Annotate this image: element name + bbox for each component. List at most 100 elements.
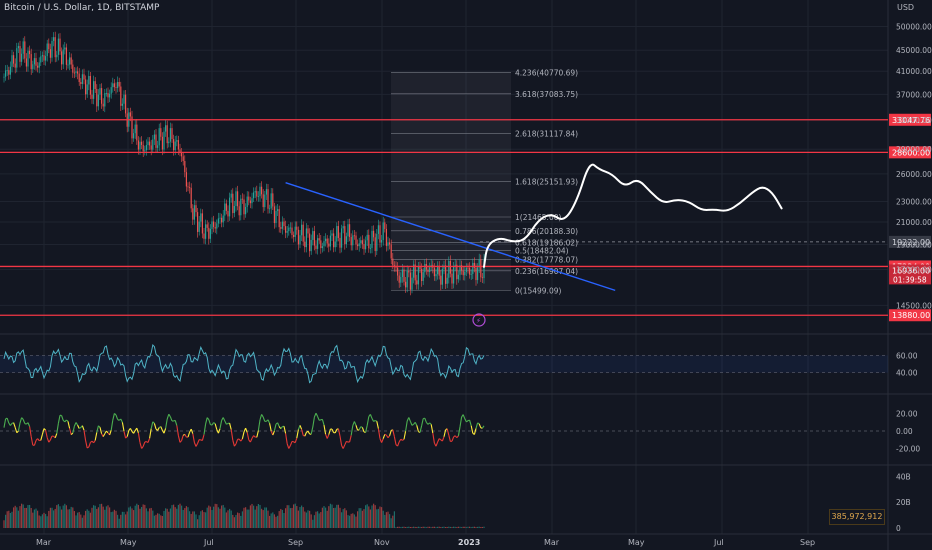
candle-body (89, 76, 91, 95)
oscillator-segment (296, 429, 299, 439)
candle-body (379, 225, 381, 243)
volume-bar (483, 526, 485, 528)
volume-bar (462, 526, 464, 528)
volume-bar (161, 515, 163, 528)
oscillator-segment (120, 418, 123, 423)
candle-body (270, 193, 272, 209)
candle-body (227, 210, 229, 217)
candle-body (437, 265, 439, 275)
candle-body (433, 267, 435, 277)
volume-bar (406, 526, 408, 528)
candle-body (152, 139, 154, 150)
oscillator-segment (125, 436, 128, 439)
candle-body (54, 37, 56, 58)
volume-bar (121, 511, 123, 528)
volume-bar (304, 511, 306, 528)
volume-bar (43, 512, 45, 528)
candle-body (365, 240, 367, 250)
candle-body (449, 260, 451, 274)
rsi-line (3, 344, 485, 384)
volume-bar (85, 510, 87, 528)
oscillator-segment (69, 428, 72, 435)
candle-body (393, 265, 395, 267)
volume-bar (230, 510, 232, 528)
candle-body (289, 227, 291, 229)
candle-body (83, 74, 85, 80)
oscillator-segment (174, 420, 178, 426)
candle-body (211, 221, 213, 229)
oscillator-segment (381, 438, 384, 443)
volume-bar (313, 515, 315, 528)
oscillator-segment (205, 417, 208, 425)
oscillator-segment (114, 413, 117, 416)
candle-body (349, 224, 351, 238)
oscillator-segment (195, 443, 199, 447)
candle-body (411, 277, 413, 290)
oscillator-segment (286, 443, 290, 449)
volume-bar (365, 505, 367, 528)
volume-bar (99, 504, 101, 528)
candle-body (438, 265, 440, 276)
oscillator-segment (273, 424, 277, 432)
candle-body (256, 191, 258, 197)
oscillator-segment (142, 441, 146, 447)
volume-bar (459, 526, 461, 528)
candle-body (352, 235, 354, 246)
candle-body (342, 226, 344, 229)
candle-body (51, 40, 53, 58)
candle-body (200, 213, 202, 222)
volume-bar (73, 511, 75, 528)
candle-body (176, 140, 178, 142)
volume-bar (405, 527, 407, 528)
oscillator-segment (21, 417, 24, 420)
volume-bar (273, 514, 275, 528)
candle-body (257, 196, 259, 198)
oscillator-segment (105, 430, 109, 434)
volume-bar (467, 526, 469, 528)
volume-bar (94, 505, 96, 528)
volume-bar (163, 510, 165, 528)
oscillator-segment (360, 426, 363, 428)
volume-bar (453, 526, 455, 528)
volume-bar (123, 511, 125, 528)
volume-bar (51, 507, 53, 528)
volume-bar (329, 503, 331, 528)
volume-bar (216, 504, 218, 528)
oscillator-segment (17, 422, 21, 432)
oscillator-segment (339, 435, 343, 446)
volume-bar (475, 527, 477, 528)
candle-body (254, 191, 256, 193)
oscillator-segment (54, 433, 58, 439)
oscillator-segment (301, 429, 304, 436)
candle-body (5, 70, 7, 77)
oscillator-segment (37, 438, 40, 441)
volume-bar (80, 514, 82, 528)
candle-body (403, 269, 405, 282)
price-axis-tick-label: 26000.00 (896, 170, 932, 179)
volume-bar (24, 507, 26, 528)
candle-body (145, 144, 147, 151)
volume-bar (265, 507, 267, 528)
volume-bar (451, 527, 453, 528)
oscillator-segment (350, 425, 354, 436)
oscillator-segment (153, 423, 157, 430)
volume-bar (115, 510, 117, 528)
candle-body (336, 226, 338, 242)
oscillator-segment (177, 435, 181, 443)
oscillator-segment (466, 420, 469, 423)
candle-body (86, 84, 88, 95)
volume-bar (414, 526, 416, 528)
volume-bar (416, 527, 418, 528)
candle-body (96, 88, 98, 107)
oscillator-segment (48, 439, 51, 443)
volume-bar (224, 507, 226, 528)
candle-body (85, 79, 87, 95)
oscillator-segment (86, 446, 90, 449)
volume-bar (433, 526, 435, 528)
volume-bar (261, 508, 263, 528)
volume-bar (302, 507, 304, 528)
candle-body (214, 227, 216, 229)
candle-body (229, 197, 231, 217)
candle-body (233, 205, 235, 214)
